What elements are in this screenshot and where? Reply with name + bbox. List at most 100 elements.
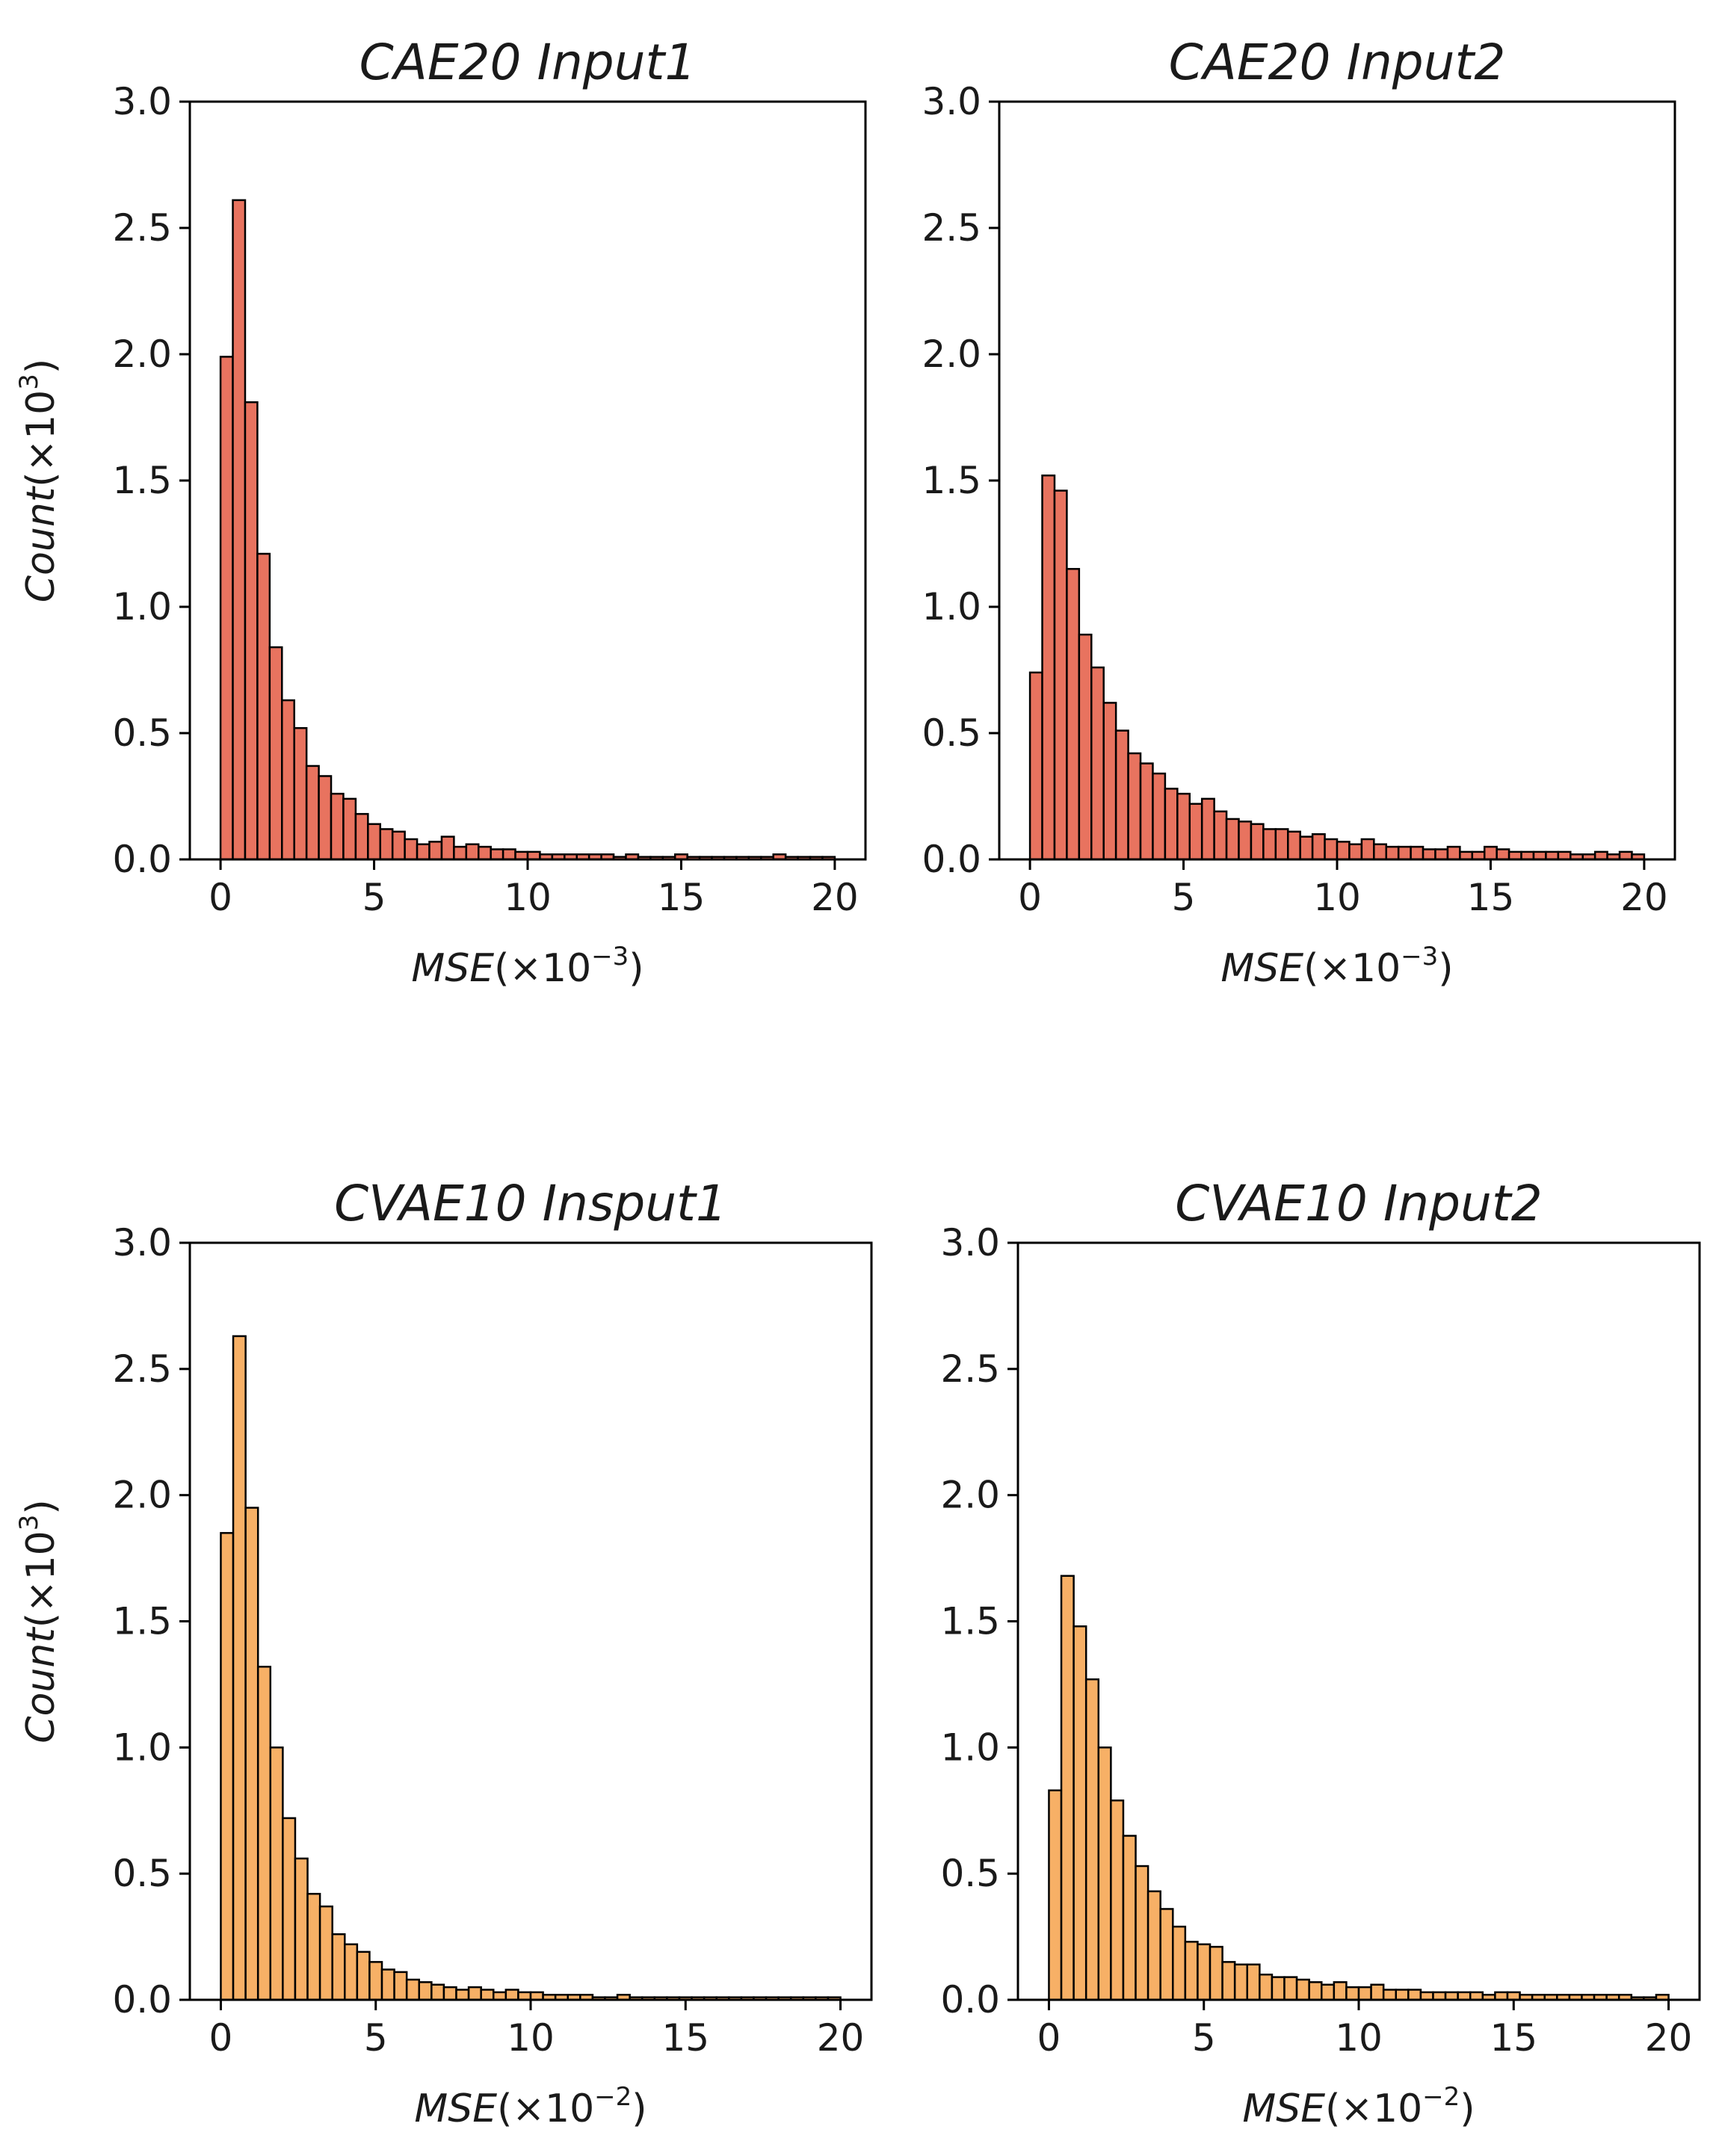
x-tick-label: 15 [658,876,706,919]
y-tick-label: 0.5 [112,711,172,755]
histogram-bar [244,401,259,861]
histogram-bar [1457,1991,1472,2001]
histogram-bar [1078,633,1093,861]
histogram-bar [416,843,430,861]
histogram-bar [1084,1678,1100,2001]
histogram-bar [1135,1865,1149,2001]
histogram-bar [478,845,492,861]
histogram-bar [342,797,357,861]
x-axis-label: MSE(×10−2) [1242,2082,1475,2131]
histogram-bar [368,1961,383,2001]
x-axis-label-exponent: −3 [1401,942,1438,972]
histogram-bar [1250,823,1265,861]
histogram-bar [1090,666,1105,861]
histogram-bar [1373,843,1387,861]
histogram-bar [294,1857,309,2001]
histogram-bar [493,1991,507,2001]
x-tick-label: 0 [209,876,232,919]
x-tick-label: 5 [1192,2016,1216,2060]
x-tick-label: 15 [1467,876,1515,919]
histogram-bar [1152,772,1167,861]
histogram-bar [1164,788,1179,861]
histogram-bar [430,1983,445,2001]
chart-title: CAE20 Input1 [359,34,697,91]
histogram-bar [379,828,394,861]
histogram-bar [1262,828,1277,861]
histogram-bar [480,1989,495,2001]
histogram-bar [232,1335,247,2001]
histogram-bar [220,1532,235,2001]
histogram-bar [1444,1991,1459,2001]
histogram-bar [1197,1943,1212,2001]
y-tick-label: 2.5 [922,206,981,250]
histogram-bar [504,1989,519,2001]
histogram-bar [1283,1976,1298,2001]
histogram-bar [1188,803,1203,861]
histogram-bar [1446,845,1461,861]
x-tick-label: 10 [504,876,552,919]
histogram-bar [1494,1991,1509,2001]
histogram-bar [490,848,504,861]
x-axis-label-main: MSE [1220,946,1303,991]
histogram-bar [354,812,369,861]
histogram-bar [455,1989,470,2001]
y-tick-label: 1.0 [112,1726,172,1769]
histogram-bar [1557,850,1572,861]
x-axis-label-prefix: (×10 [497,2086,594,2131]
histogram-bar [269,1746,284,2001]
histogram-bar [501,848,516,861]
y-tick-label: 3.0 [112,1221,172,1264]
y-axis-label-prefix: (×10 [19,1530,64,1628]
histogram-bar [1360,838,1375,861]
x-tick-label: 0 [1037,2016,1061,2060]
histogram-bar [1299,835,1314,861]
x-tick-label: 0 [209,2016,233,2060]
histogram-bar [1506,1991,1521,2001]
histogram-bar [529,1991,544,2001]
histogram-bar [1053,489,1068,861]
histogram-bar [1200,797,1215,861]
y-tick-label: 1.5 [940,1600,1000,1643]
x-axis-label-exponent: −2 [1422,2082,1460,2112]
y-tick-label: 1.5 [112,459,172,502]
histogram-bar [1287,830,1301,861]
histogram-bar [282,1817,297,2001]
histogram-bar [1060,1575,1075,2001]
x-tick-label: 10 [507,2016,555,2060]
x-axis-label-prefix: (×10 [494,946,591,991]
x-axis-label-suffix: ) [632,2086,646,2131]
histogram-bar [1469,1991,1484,2001]
chart-1: 0.0 0.5 1.0 1.5 2.0 2.5 3.0 0 5 10 15 20 CAE20 Input… [14,34,867,991]
histogram-bar [1422,848,1436,861]
histogram-bar [281,699,295,861]
y-tick-label: 1.5 [112,1600,172,1643]
histogram-bar [380,1968,395,2001]
histogram-bar [1432,1991,1447,2001]
histogram-bar [356,1950,371,2001]
histogram-bar [344,1943,359,2001]
histogram-bar [1311,833,1326,861]
histogram-bar [1357,1986,1372,2001]
histogram-bar [1139,762,1154,861]
x-axis-label-suffix: ) [629,946,644,991]
y-axis-label-suffix: ) [19,1499,64,1514]
x-tick-label: 15 [1490,2016,1537,2060]
histogram-bar [1238,821,1253,861]
histogram-bar [517,1991,532,2001]
histogram-bar [232,199,247,861]
histogram-bar [219,356,234,861]
histogram-bar [1041,474,1056,861]
histogram-bar [1114,729,1129,861]
x-tick-label: 5 [362,876,386,919]
histogram-bar [465,843,480,861]
y-tick-label: 0.5 [940,1852,1000,1895]
histogram-bar [1213,810,1228,861]
histogram-bar [428,841,443,861]
histogram-bar [1308,1981,1323,2001]
x-axis-label: MSE(×10−3) [411,942,644,991]
histogram-bar [1321,1983,1336,2001]
histogram-bar [418,1981,433,2001]
histogram-bar [1259,1973,1274,2001]
x-axis-label-exponent: −3 [591,942,629,972]
y-tick-label: 2.5 [112,1347,172,1391]
